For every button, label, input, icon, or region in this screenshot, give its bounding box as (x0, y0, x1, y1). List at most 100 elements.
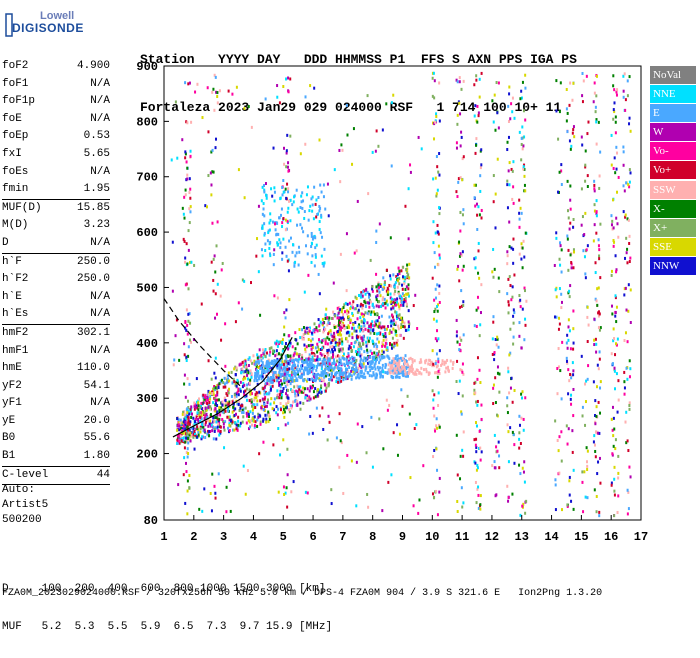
echo-mark (253, 415, 256, 419)
echo-mark (507, 495, 510, 499)
echo-mark (263, 350, 266, 354)
echo-mark (371, 285, 374, 289)
echo-mark (188, 428, 191, 432)
echo-mark (521, 147, 524, 151)
echo-mark (185, 428, 188, 432)
echo-mark (302, 390, 305, 394)
echo-mark (214, 146, 217, 150)
echo-mark (338, 338, 341, 342)
echo-mark (394, 298, 397, 302)
echo-mark (314, 395, 317, 399)
echo-mark (354, 370, 357, 374)
echo-mark (351, 303, 354, 307)
echo-mark (195, 377, 198, 381)
echo-mark (367, 310, 370, 314)
echo-mark (331, 344, 334, 348)
echo-mark (412, 304, 415, 308)
echo-mark (431, 276, 434, 280)
echo-mark (244, 376, 247, 380)
echo-mark (305, 345, 308, 349)
echo-mark (397, 324, 400, 328)
echo-mark (272, 351, 275, 355)
echo-mark (518, 198, 521, 202)
echo-mark (613, 465, 616, 469)
echo-mark (375, 304, 378, 308)
echo-mark (214, 402, 217, 406)
echo-mark (320, 377, 323, 381)
artist-code: 500200 (2, 514, 42, 526)
echo-mark (524, 189, 527, 193)
echo-mark (396, 354, 399, 358)
echo-mark (613, 101, 616, 105)
echo-mark (363, 350, 366, 354)
echo-mark (343, 324, 346, 328)
echo-mark (264, 382, 267, 386)
echo-mark (586, 449, 589, 453)
echo-mark (561, 340, 564, 344)
echo-mark (507, 430, 510, 434)
echo-mark (455, 141, 458, 145)
echo-mark (385, 338, 388, 342)
echo-mark (290, 406, 293, 410)
echo-mark (388, 361, 391, 365)
echo-mark (518, 423, 521, 427)
echo-mark (394, 357, 397, 361)
echo-mark (254, 371, 257, 375)
echo-mark (438, 206, 441, 210)
echo-mark (323, 247, 326, 251)
echo-mark (391, 365, 394, 369)
echo-mark (522, 502, 525, 506)
echo-mark (519, 442, 522, 446)
echo-mark (586, 496, 589, 500)
echo-mark (475, 450, 478, 454)
echo-mark (568, 493, 571, 497)
echo-mark (381, 333, 384, 337)
echo-mark (343, 326, 346, 330)
echo-mark (395, 366, 398, 370)
echo-mark (365, 340, 368, 344)
echo-mark (365, 451, 368, 455)
echo-mark (261, 254, 264, 258)
echo-mark (553, 315, 556, 319)
echo-mark (309, 204, 312, 208)
echo-mark (298, 387, 301, 391)
echo-mark (460, 289, 463, 293)
echo-mark (628, 180, 631, 184)
echo-mark (282, 237, 285, 241)
echo-mark (404, 204, 407, 208)
echo-mark (210, 377, 213, 381)
echo-mark (351, 162, 354, 166)
echo-mark (436, 364, 439, 368)
echo-mark (237, 423, 240, 427)
echo-mark (212, 401, 215, 405)
echo-mark (211, 472, 214, 476)
echo-mark (356, 317, 359, 321)
echo-mark (390, 302, 393, 306)
echo-mark (459, 336, 462, 340)
echo-mark (291, 389, 294, 393)
echo-mark (332, 358, 335, 362)
echo-mark (371, 324, 374, 328)
echo-mark (180, 432, 183, 436)
echo-mark (558, 287, 561, 291)
echo-mark (294, 366, 297, 370)
echo-mark (207, 359, 210, 363)
echo-mark (379, 358, 382, 362)
echo-mark (250, 281, 253, 285)
echo-mark (493, 93, 496, 97)
echo-mark (316, 393, 319, 397)
echo-mark (616, 337, 619, 341)
echo-mark (236, 428, 239, 432)
echo-mark (282, 190, 285, 194)
echo-mark (406, 263, 409, 267)
echo-mark (268, 347, 271, 351)
echo-mark (314, 246, 317, 250)
echo-mark (331, 334, 334, 338)
echo-mark (462, 333, 465, 337)
echo-mark (367, 339, 370, 343)
echo-mark (362, 338, 365, 342)
echo-mark (296, 358, 299, 362)
echo-mark (301, 364, 304, 368)
echo-mark (235, 423, 238, 427)
echo-mark (318, 204, 321, 208)
